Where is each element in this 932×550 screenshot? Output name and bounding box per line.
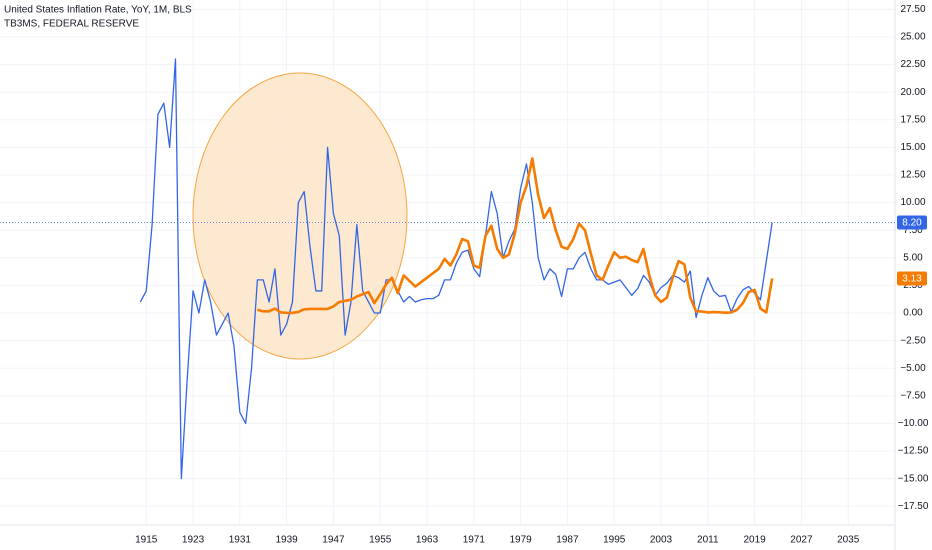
x-tick-label: 1931 <box>229 535 252 546</box>
x-tick-label: 1995 <box>603 535 626 546</box>
x-tick-label: 2011 <box>697 535 719 546</box>
y-tick-label: 27.50 <box>900 4 925 15</box>
x-tick-label: 1939 <box>276 535 299 546</box>
y-tick-label: 2.50 <box>903 280 923 291</box>
last-value-box <box>897 215 927 230</box>
x-tick-label: 1923 <box>182 535 205 546</box>
x-tick-label: 1971 <box>463 535 486 546</box>
x-tick-label: 1947 <box>322 535 345 546</box>
y-tick-label: 25.00 <box>900 32 925 43</box>
y-tick-label: 10.00 <box>900 197 925 208</box>
x-tick-label: 1955 <box>369 535 392 546</box>
y-tick-label: 22.50 <box>900 59 925 70</box>
x-tick-label: 2003 <box>650 535 673 546</box>
y-tick-label: −17.50 <box>898 501 929 512</box>
y-tick-label: −2.50 <box>900 335 926 346</box>
x-tick-label: 1963 <box>416 535 439 546</box>
chart-title: United States Inflation Rate, YoY, 1M, B… <box>4 5 192 16</box>
y-tick-label: −7.50 <box>900 390 926 401</box>
y-tick-label: −12.50 <box>898 446 929 457</box>
line-series <box>139 58 773 480</box>
y-tick-label: 20.00 <box>900 87 925 98</box>
x-tick-label: 2027 <box>790 535 813 546</box>
line-series <box>257 157 774 315</box>
x-tick-label: 1987 <box>556 535 579 546</box>
chart-subtitle: TB3MS, FEDERAL RESERVE <box>4 19 139 30</box>
y-tick-label: −5.00 <box>900 363 926 374</box>
y-tick-label: 0.00 <box>903 308 923 319</box>
x-tick-label: 1915 <box>135 535 158 546</box>
y-tick-label: 7.50 <box>903 225 923 236</box>
last-value-label: 8.20 <box>902 218 922 229</box>
y-tick-label: −15.00 <box>898 473 929 484</box>
x-tick-label: 1979 <box>509 535 532 546</box>
x-tick-label: 2019 <box>743 535 766 546</box>
highlight-ellipse <box>192 72 408 360</box>
y-tick-label: 17.50 <box>900 114 925 125</box>
last-value-label: 3.13 <box>902 274 922 285</box>
y-tick-label: 15.00 <box>900 142 925 153</box>
y-tick-label: 5.00 <box>903 252 923 263</box>
y-tick-label: 12.50 <box>900 170 925 181</box>
y-tick-label: −10.00 <box>898 418 929 429</box>
x-tick-label: 2035 <box>837 535 860 546</box>
last-value-box <box>897 271 927 286</box>
